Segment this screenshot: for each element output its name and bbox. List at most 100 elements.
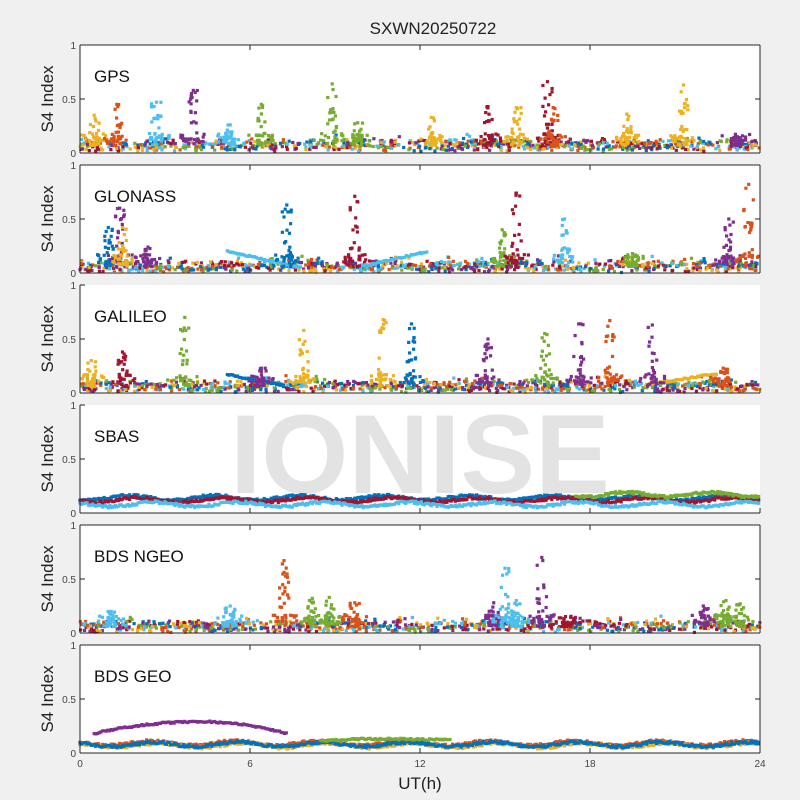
data-point <box>377 372 381 376</box>
data-point <box>494 132 498 136</box>
data-point <box>391 374 395 378</box>
data-point <box>84 267 88 271</box>
data-point <box>720 386 724 390</box>
data-point <box>541 358 545 362</box>
data-point <box>577 266 582 270</box>
data-point <box>347 382 351 386</box>
data-point <box>294 259 298 263</box>
data-point <box>247 388 251 392</box>
data-point <box>681 111 685 115</box>
data-point <box>608 372 612 376</box>
data-point <box>245 140 249 144</box>
data-point <box>540 375 544 379</box>
data-point <box>473 140 477 144</box>
data-point <box>447 270 451 274</box>
data-point <box>314 270 318 274</box>
data-point <box>559 384 563 388</box>
data-point <box>734 380 738 384</box>
data-point <box>483 376 487 380</box>
data-point <box>559 253 563 257</box>
data-point <box>550 129 554 133</box>
data-point <box>586 139 590 143</box>
data-point <box>256 263 260 267</box>
data-point <box>714 147 718 151</box>
data-point <box>522 136 526 140</box>
data-point <box>717 259 722 263</box>
data-point <box>219 136 223 140</box>
data-point <box>705 379 709 383</box>
data-point <box>644 147 648 151</box>
data-point <box>659 383 663 387</box>
data-point <box>256 116 260 121</box>
data-point <box>92 143 96 147</box>
data-point <box>315 261 319 266</box>
data-point <box>321 390 325 394</box>
data-point <box>252 147 256 151</box>
data-point <box>725 254 729 259</box>
data-point <box>582 357 586 361</box>
data-point <box>600 139 604 143</box>
data-point <box>538 262 542 267</box>
data-point <box>220 260 224 264</box>
data-point <box>451 259 455 263</box>
data-point <box>384 373 388 377</box>
data-point <box>628 135 632 139</box>
data-point <box>609 380 613 384</box>
data-point <box>333 145 337 149</box>
data-point <box>427 136 431 140</box>
data-point <box>86 383 90 388</box>
data-point <box>151 143 155 147</box>
data-point <box>516 122 520 126</box>
data-point <box>358 144 362 149</box>
data-point <box>463 259 468 263</box>
data-point <box>548 136 552 141</box>
data-point <box>300 382 304 387</box>
data-point <box>298 265 302 269</box>
data-point <box>306 360 310 364</box>
data-point <box>714 262 718 266</box>
data-point <box>666 384 670 388</box>
data-point <box>235 379 239 383</box>
data-point <box>686 148 690 152</box>
data-point <box>715 389 719 393</box>
data-point <box>241 383 245 387</box>
data-point <box>89 389 93 393</box>
data-point <box>343 388 348 392</box>
data-point <box>753 139 757 143</box>
data-point <box>354 224 358 228</box>
data-point <box>680 124 684 129</box>
data-point <box>651 261 655 266</box>
data-point <box>475 265 479 269</box>
data-point <box>674 148 678 152</box>
data-point <box>546 343 550 347</box>
data-point <box>559 388 563 392</box>
data-point <box>498 136 502 140</box>
data-point <box>306 258 310 262</box>
data-point <box>679 127 683 131</box>
data-point <box>633 253 637 257</box>
data-point <box>400 268 404 272</box>
data-point <box>423 269 427 273</box>
data-point <box>738 256 742 260</box>
data-point <box>268 259 272 264</box>
data-point <box>580 360 584 364</box>
data-point <box>351 264 355 268</box>
data-point <box>96 139 100 143</box>
data-point <box>632 385 636 389</box>
data-point <box>145 258 149 262</box>
data-point <box>469 138 473 142</box>
data-point <box>102 138 106 142</box>
data-point <box>587 388 591 392</box>
data-point <box>552 253 556 257</box>
data-point <box>106 389 110 393</box>
data-point <box>406 374 410 378</box>
data-point <box>345 143 349 147</box>
data-point <box>357 264 361 268</box>
data-point <box>118 389 122 393</box>
data-point <box>622 124 626 128</box>
data-point <box>432 136 436 140</box>
data-point <box>510 244 514 248</box>
data-point <box>213 148 217 152</box>
data-point <box>750 222 754 226</box>
data-point <box>216 381 220 385</box>
